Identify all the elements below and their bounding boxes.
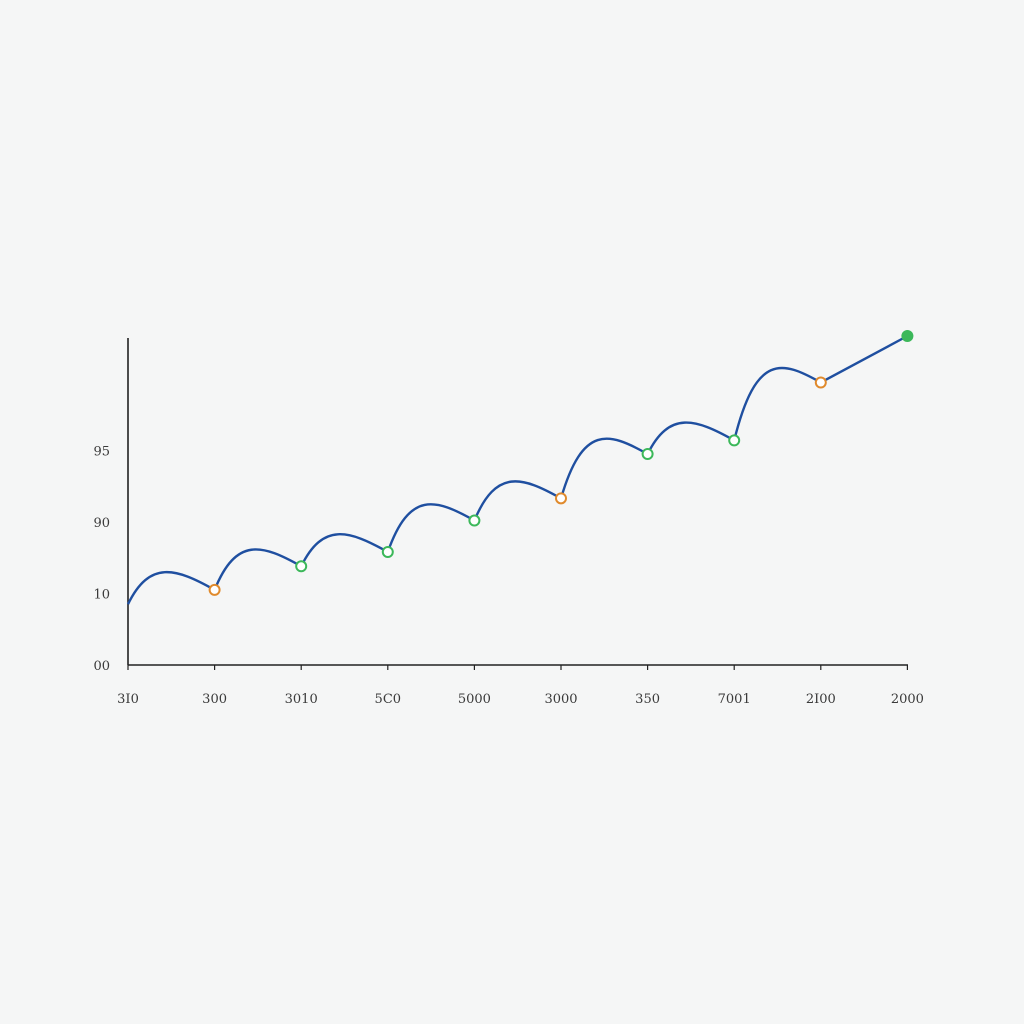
x-tick-label: 2I00 xyxy=(806,692,836,707)
data-point-marker xyxy=(555,492,567,505)
chart-series xyxy=(126,334,908,605)
series-line xyxy=(126,334,908,605)
data-point-marker xyxy=(641,448,654,461)
data-point-marker xyxy=(814,376,827,389)
x-tick-label: 5C0 xyxy=(375,692,402,707)
x-tick-label: 3000 xyxy=(544,692,577,707)
chart-ticks: 3I0 300 3010 5C0 5000 3000 350 7001 2I00 2000 00 10… xyxy=(93,444,923,707)
data-point-marker xyxy=(468,514,481,527)
data-point-marker xyxy=(728,434,741,447)
y-tick-label: 10 xyxy=(93,587,110,602)
chart-axes xyxy=(127,338,908,666)
y-tick-label: 95 xyxy=(93,444,110,459)
x-tick-label: 7001 xyxy=(718,692,751,707)
x-tick-label: 3I0 xyxy=(117,692,139,707)
data-point-marker xyxy=(901,330,914,342)
x-tick-label: 3010 xyxy=(285,692,318,707)
data-point-marker xyxy=(208,583,221,596)
y-tick-label: 00 xyxy=(93,659,110,674)
x-tick-label: 300 xyxy=(202,692,227,707)
x-tick-label: 5000 xyxy=(458,692,491,707)
data-point-marker xyxy=(295,560,308,573)
data-point-marker xyxy=(381,545,394,558)
x-tick-label: 2000 xyxy=(891,692,924,707)
y-tick-label: 90 xyxy=(93,516,110,531)
chart-markers xyxy=(208,330,914,596)
x-tick-label: 350 xyxy=(635,692,660,707)
